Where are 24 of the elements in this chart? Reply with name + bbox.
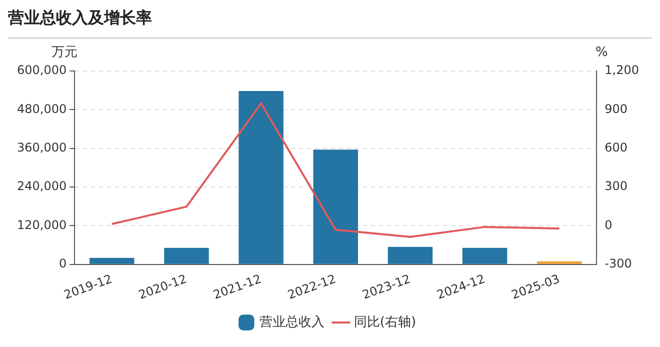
bar xyxy=(536,261,582,264)
bar xyxy=(462,248,508,264)
y2-tick-label: 0 xyxy=(604,218,612,232)
y2-tick-label: 900 xyxy=(604,102,628,116)
bar xyxy=(90,258,134,264)
y2-tick-label: 600 xyxy=(604,140,628,154)
legend-label: 同比(右轴) xyxy=(354,314,416,330)
y-tick-label: 240,000 xyxy=(17,179,67,194)
y2-tick-label: 300 xyxy=(604,179,628,194)
y2-axis-title: % xyxy=(595,44,608,60)
y-tick-label: 600,000 xyxy=(17,63,67,78)
y2-tick-label: 1,200 xyxy=(604,63,640,78)
y-tick-label: 0 xyxy=(58,256,67,270)
bar xyxy=(238,90,284,264)
y-axis-title: 万元 xyxy=(52,44,78,60)
y-tick-label: 480,000 xyxy=(17,102,67,116)
bar xyxy=(164,248,209,264)
legend-label: 营业总收入 xyxy=(259,314,324,330)
y-tick-label: 120,000 xyxy=(17,218,67,232)
y2-tick-label: -300 xyxy=(604,256,632,270)
chart-title: 营业总收入及增长率 xyxy=(8,8,652,39)
bar xyxy=(313,150,358,264)
y-tick-label: 360,000 xyxy=(17,140,67,154)
bar xyxy=(388,246,433,264)
